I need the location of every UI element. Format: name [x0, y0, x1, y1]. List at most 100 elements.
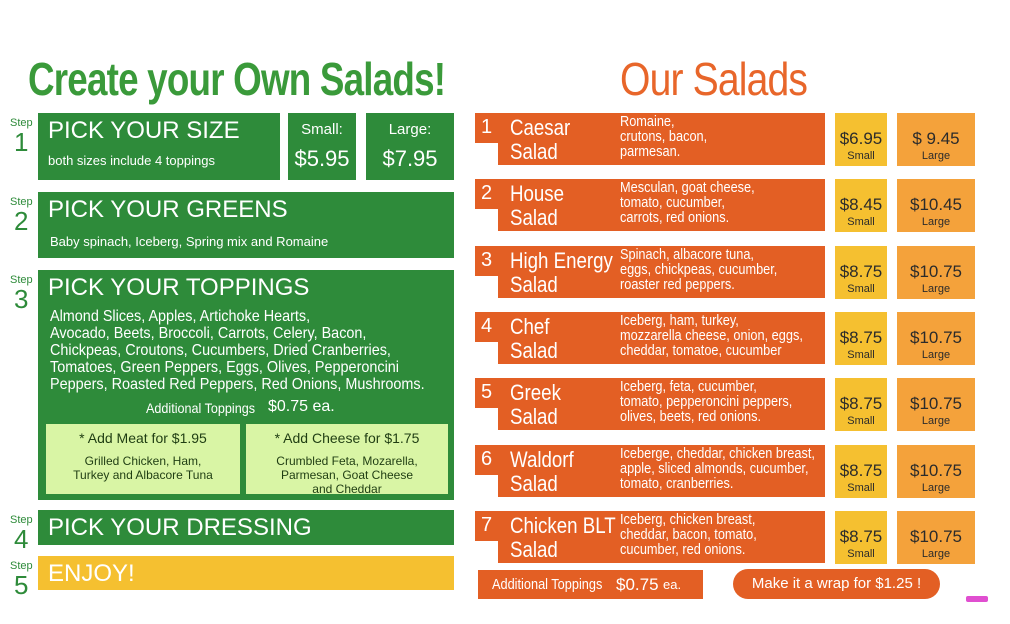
- small-price-box: $8.75 Small: [835, 245, 887, 299]
- salad-row: Chicken BLT Salad Iceberg, chicken breast,…: [498, 510, 825, 563]
- addon-title: * Add Cheese for $1.75: [274, 430, 420, 446]
- salad-description: Romaine,: [620, 113, 675, 130]
- large-price-box: $ 9.45 Large: [897, 113, 975, 166]
- addon-line: Parmesan, Goat Cheese: [280, 468, 414, 482]
- salad-description: tomato, pepperoncini peppers,: [620, 393, 793, 411]
- small-price: $8.75: [839, 394, 883, 414]
- large-price-box: $10.75 Large: [897, 311, 975, 365]
- step-title: PICK YOUR SIZE: [48, 117, 240, 144]
- salad-description: apple, sliced almonds, cucumber,: [620, 459, 809, 477]
- small-label: Small: [847, 547, 875, 560]
- small-price: $8.75: [839, 460, 883, 480]
- addon-box: * Add Cheese for $1.75 Crumbled Feta, Moz…: [246, 424, 448, 496]
- large-price: $10.75: [910, 460, 962, 480]
- salad-name: Salad: [510, 536, 558, 562]
- large-label: Large: [921, 547, 951, 560]
- step-number: 1: [14, 127, 29, 157]
- salad-description: cucumber, red onions.: [620, 540, 746, 558]
- salad-number: 4: [481, 314, 493, 337]
- large-price: $10.75: [910, 261, 962, 281]
- step-box: PICK YOUR GREENS Baby spinach, Iceberg, S…: [38, 192, 454, 258]
- number-tab: [475, 444, 501, 475]
- salad-description: crutons, bacon,: [620, 128, 708, 145]
- small-price-box: $6.95 Small: [835, 113, 887, 166]
- right-title: Our Salads: [620, 53, 808, 105]
- small-price-box: $8.75 Small: [835, 378, 887, 432]
- size-price: $5.95: [294, 146, 350, 171]
- step-label: Step: [10, 560, 33, 572]
- salad-number: 6: [481, 447, 493, 470]
- small-label: Small: [847, 481, 875, 494]
- salad-row: Chef Salad Iceberg, ham, turkey, mozzarella…: [498, 311, 825, 364]
- step-box: PICK YOUR DRESSING: [38, 510, 454, 545]
- salad-description: carrots, red onions.: [620, 209, 730, 227]
- salad-row: Waldorf Salad Iceberge, cheddar, chicken b…: [498, 444, 825, 497]
- number-tab: [475, 179, 501, 210]
- small-label: Small: [847, 348, 875, 361]
- toppings-line: Peppers, Roasted Red Peppers, Red Onions…: [50, 376, 425, 393]
- salad-name: Salad: [510, 337, 558, 363]
- step-note: Baby spinach, Iceberg, Spring mix and Ro…: [50, 234, 329, 249]
- step-box: PICK YOUR SIZE both sizes include 4 toppi…: [38, 113, 280, 180]
- salad-description: Iceberg, ham, turkey,: [620, 311, 739, 329]
- step-label: Step: [10, 196, 33, 208]
- large-price-box: $10.75 Large: [897, 245, 975, 299]
- wrap-text: Make it a wrap for $1.25 !: [751, 575, 922, 592]
- large-price-box: $10.75 Large: [897, 510, 975, 564]
- large-price: $10.45: [910, 195, 962, 215]
- salad-number: 2: [481, 182, 493, 205]
- number-tab: [475, 378, 501, 409]
- salad-name: Salad: [510, 470, 558, 496]
- small-label: Small: [847, 415, 875, 428]
- salad-row: Greek Salad Iceberg, feta, cucumber, tomato…: [498, 378, 825, 431]
- footer-additional-label: Additional Toppings: [492, 576, 603, 593]
- large-price: $10.75: [910, 327, 962, 347]
- step-number: 2: [14, 206, 29, 236]
- salad-name: High Energy: [510, 247, 613, 273]
- wrap-oval: Make it a wrap for $1.25 !: [733, 569, 940, 599]
- step-number: 5: [14, 570, 29, 600]
- toppings-line: Almond Slices, Apples, Artichoke Hearts,: [50, 308, 311, 325]
- salad-description: roaster red peppers.: [620, 275, 735, 293]
- salad-description: Spinach, albacore tuna,: [620, 245, 754, 263]
- toppings-line: Chickpeas, Croutons, Cucumbers, Dried Cr…: [50, 342, 391, 359]
- left-title: Create your Own Salads!: [28, 53, 446, 105]
- salad-row: High Energy Salad Spinach, albacore tuna, e…: [498, 245, 825, 298]
- salad-name: Greek: [510, 380, 561, 406]
- salad-description: Iceberge, cheddar, chicken breast,: [620, 444, 815, 462]
- number-tab: [475, 113, 501, 143]
- step-box: PICK YOUR TOPPINGS Almond Slices, Apples,…: [38, 270, 454, 500]
- salad-name: Waldorf: [510, 446, 574, 472]
- step-title: PICK YOUR DRESSING: [48, 514, 312, 541]
- salad-name: Salad: [510, 404, 558, 430]
- footer-additional-price: $0.75: [616, 575, 659, 594]
- step-title: PICK YOUR GREENS: [48, 196, 288, 223]
- addon-line: and Cheddar: [312, 482, 382, 496]
- additional-box: Additional Toppings $0.75 ea.: [478, 570, 703, 599]
- additional-price: $0.75 ea.: [268, 398, 335, 415]
- number-tab: [475, 311, 501, 342]
- salad-description: Iceberg, chicken breast,: [620, 510, 756, 528]
- salad-description: cheddar, bacon, tomato,: [620, 525, 757, 543]
- large-price-box: $10.45 Large: [897, 179, 975, 233]
- toppings-line: Avocado, Beets, Broccoli, Carrots, Celer…: [50, 325, 367, 342]
- salad-description: Iceberg, feta, cucumber,: [620, 378, 757, 396]
- salad-description: Mesculan, goat cheese,: [620, 179, 755, 197]
- large-price-box: $10.75 Large: [897, 378, 975, 432]
- addon-title: * Add Meat for $1.95: [79, 430, 207, 446]
- salad-number: 3: [481, 248, 493, 271]
- number-tab: [475, 510, 501, 541]
- footer-additional-unit: ea.: [663, 577, 682, 592]
- salad-name: Caesar: [510, 115, 571, 140]
- salad-number: 7: [481, 513, 493, 536]
- step-title: ENJOY!: [48, 560, 135, 587]
- salad-number: 1: [481, 116, 493, 138]
- size-label: Small:: [301, 121, 343, 138]
- addon-line: Crumbled Feta, Mozarella,: [276, 454, 418, 468]
- salad-number: 5: [481, 381, 493, 404]
- addon-line: Turkey and Albacore Tuna: [73, 468, 213, 482]
- small-price-box: $8.75 Small: [835, 311, 887, 365]
- small-label: Small: [847, 282, 875, 295]
- size-box: Small: $5.95: [288, 113, 356, 180]
